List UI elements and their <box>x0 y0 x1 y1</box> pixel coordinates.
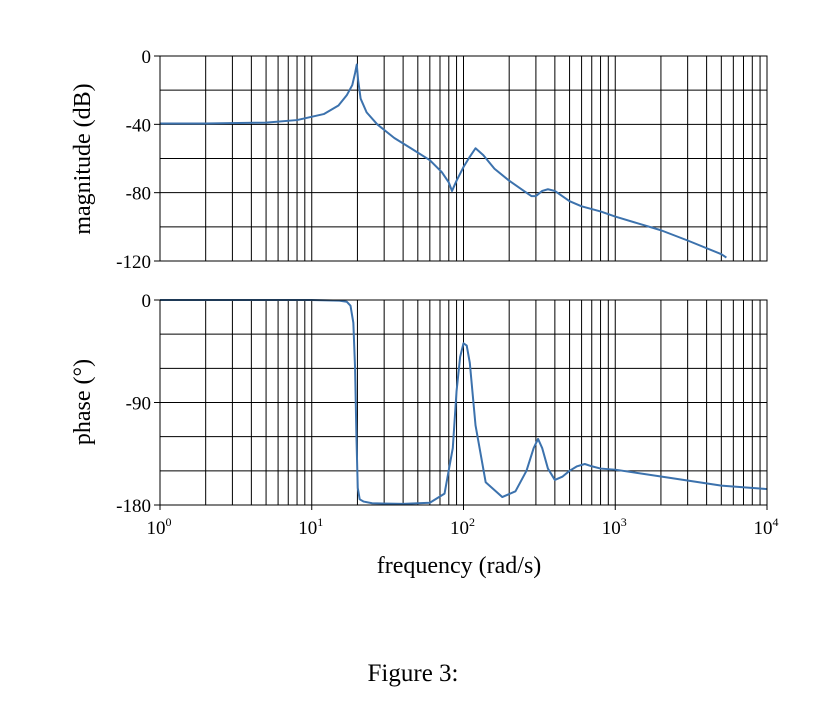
phase-y-ticks: 0 -90 -180 <box>116 291 160 517</box>
x-tick-label: 100 <box>147 515 172 539</box>
y-tick-label: 0 <box>142 47 152 68</box>
magnitude-y-ticks: 0 -40 -80 -120 <box>116 47 160 273</box>
frequency-axis-label: frequency (rad/s) <box>377 553 542 579</box>
y-tick-label: -80 <box>126 184 151 205</box>
y-tick-label: -40 <box>126 115 151 136</box>
x-tick-label: 101 <box>298 515 323 539</box>
magnitude-frame <box>159 55 768 262</box>
magnitude-line <box>160 63 727 259</box>
y-tick-label: -180 <box>116 496 151 517</box>
phase-line <box>160 299 768 505</box>
phase-axis-label: phase (°) <box>70 359 96 445</box>
x-tick-label: 103 <box>602 515 627 539</box>
y-tick-label: -90 <box>126 394 151 415</box>
y-tick-label: 0 <box>142 291 152 312</box>
x-tick-label: 104 <box>754 515 779 539</box>
magnitude-grid <box>160 56 767 261</box>
y-tick-label: -120 <box>116 252 151 273</box>
phase-panel: 0 -90 -180 100 101 102 103 104 phase (°) frequ… <box>70 291 779 579</box>
x-tick-label: 102 <box>450 515 475 539</box>
phase-grid <box>160 300 767 505</box>
magnitude-axis-label: magnitude (dB) <box>70 83 96 234</box>
figure-caption: Figure 3: <box>368 660 459 687</box>
magnitude-panel: 0 -40 -80 -120 magnitude (dB) <box>70 47 768 273</box>
frequency-x-ticks: 100 101 102 103 104 <box>147 505 779 539</box>
